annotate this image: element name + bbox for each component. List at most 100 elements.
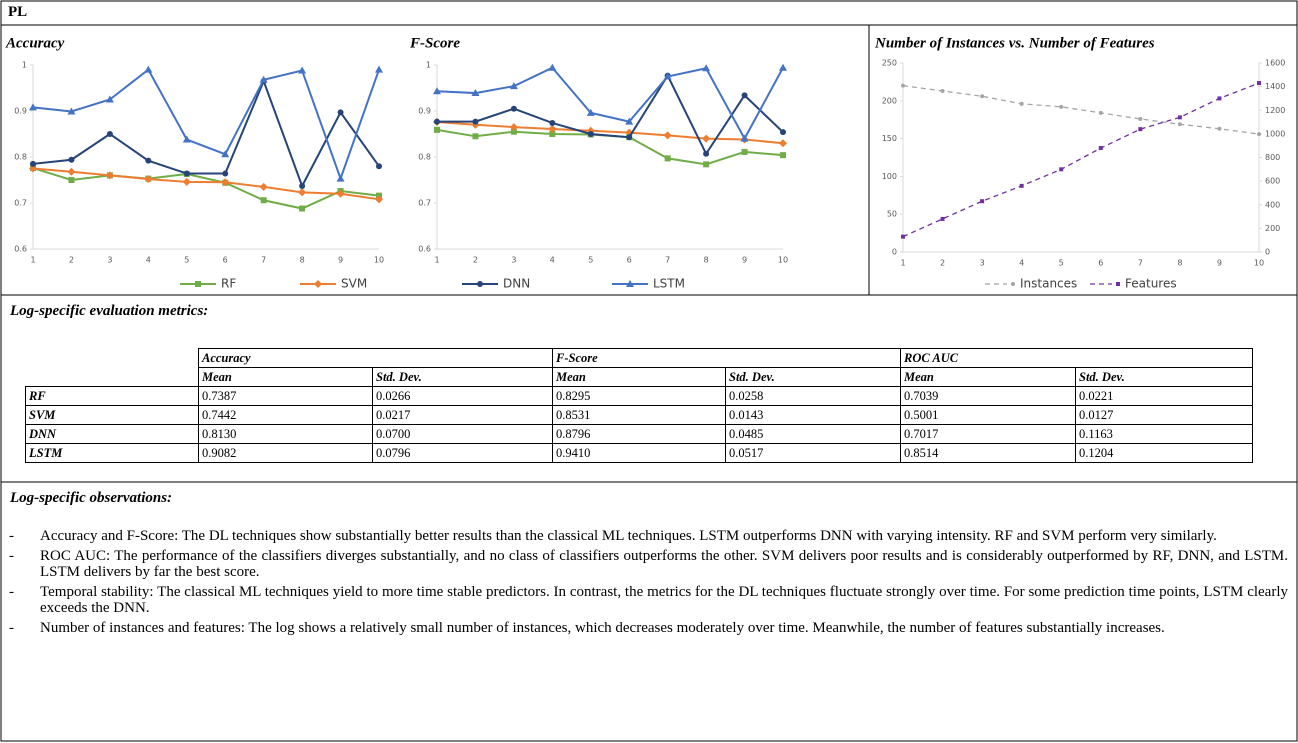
y2-tick-label: 200 <box>1265 224 1280 233</box>
marker <box>549 119 556 126</box>
y2-tick-label: 1600 <box>1265 59 1285 68</box>
row-header: LSTM <box>25 443 199 463</box>
table-cell: 0.8295 <box>552 386 726 406</box>
x-tick-label: 4 <box>146 256 151 265</box>
marker <box>298 188 307 197</box>
y-tick-label: 0.7 <box>418 199 431 208</box>
table-cell: 0.8796 <box>552 424 726 444</box>
marker <box>29 164 37 173</box>
series-line <box>32 68 380 182</box>
x-tick-label: 10 <box>778 256 788 265</box>
legend-marker <box>195 281 201 287</box>
y-tick-label: 100 <box>882 172 897 181</box>
table-row: DNN 0.8130 0.0700 0.8796 0.0485 0.7017 0.1163 <box>25 424 1253 444</box>
y-tick-label: 0.7 <box>14 199 27 208</box>
x-tick-label: 9 <box>742 256 747 265</box>
marker <box>940 88 945 93</box>
marker <box>510 128 517 135</box>
table-cell: 0.0517 <box>725 443 901 463</box>
marker <box>1177 115 1182 120</box>
marker <box>901 83 905 88</box>
y2-tick-label: 1000 <box>1265 129 1285 138</box>
column-header: Mean <box>198 367 373 387</box>
table-cell: 0.0700 <box>372 424 553 444</box>
marker <box>1217 126 1222 131</box>
marker <box>1098 110 1103 115</box>
marker <box>68 156 75 163</box>
marker <box>182 135 191 143</box>
table-cell: 0.0258 <box>725 386 901 406</box>
legend-marker <box>1116 282 1120 286</box>
marker <box>780 152 786 159</box>
marker <box>376 163 382 170</box>
chart-title: Number of Instances vs. Number of Featur… <box>874 35 1155 51</box>
section-title: Log-specific evaluation metrics: <box>10 303 209 319</box>
marker <box>741 148 748 155</box>
table-cell: 0.0143 <box>725 405 901 425</box>
marker <box>299 205 306 212</box>
y-tick-label: 200 <box>882 96 897 105</box>
marker <box>30 160 36 167</box>
table-cell: 0.8531 <box>552 405 726 425</box>
marker <box>1257 81 1261 86</box>
table-cell: 0.5001 <box>900 405 1076 425</box>
marker <box>1019 183 1024 188</box>
row-header: DNN <box>25 424 199 444</box>
marker <box>434 126 440 133</box>
table-cell: 0.7039 <box>900 386 1076 406</box>
marker <box>29 103 37 111</box>
series-line <box>436 121 784 145</box>
marker <box>145 157 152 164</box>
marker <box>1177 122 1182 127</box>
legend-marker <box>477 281 483 287</box>
table-cell: 0.9082 <box>198 443 373 463</box>
observation: Number of instances and features: The lo… <box>9 620 1288 637</box>
y-tick-label: 0 <box>892 248 897 257</box>
series-line <box>32 78 380 189</box>
empty-cell <box>26 368 199 387</box>
table-cell: 0.1204 <box>1075 443 1253 463</box>
series-line <box>902 82 1260 238</box>
legend-label: SVM <box>341 277 367 291</box>
marker <box>336 174 345 182</box>
marker <box>221 150 230 158</box>
y2-tick-label: 0 <box>1265 248 1270 257</box>
observation: Accuracy and F-Score: The DL techniques … <box>9 528 1288 545</box>
marker <box>549 131 556 137</box>
marker <box>433 87 441 95</box>
table-cell: 0.0485 <box>725 424 901 444</box>
header-row: Accuracy F-Score ROC AUC <box>26 348 1253 368</box>
marker <box>703 150 710 157</box>
metrics-table: Accuracy F-Score ROC AUC Mean Std. Dev. Mean S… <box>25 348 1253 463</box>
marker <box>703 161 710 168</box>
y2-tick-label: 1200 <box>1265 106 1285 115</box>
legend-label: DNN <box>503 277 530 291</box>
x-tick-label: 5 <box>1059 259 1064 268</box>
y-tick-label: 0.8 <box>14 153 27 162</box>
marker <box>144 175 153 184</box>
table-cell: 0.7017 <box>900 424 1076 444</box>
table-row: RF 0.7387 0.0266 0.8295 0.0258 0.7039 0.0221 <box>25 386 1253 406</box>
y2-tick-label: 800 <box>1265 153 1280 162</box>
marker <box>472 133 479 140</box>
marker <box>702 64 711 72</box>
marker <box>1138 127 1143 132</box>
marker <box>626 134 633 141</box>
marker <box>1059 167 1064 172</box>
marker <box>740 134 749 142</box>
marker <box>1257 132 1261 137</box>
marker <box>337 109 344 116</box>
table-row: LSTM 0.9082 0.0796 0.9410 0.0517 0.8514 0.1204 <box>25 443 1253 463</box>
marker <box>980 199 985 204</box>
legend-label: Features <box>1125 277 1177 291</box>
table-cell: 0.0217 <box>372 405 553 425</box>
y-tick-label: 0.8 <box>418 153 431 162</box>
marker <box>67 107 76 115</box>
series-line <box>32 167 380 201</box>
marker <box>1019 101 1024 106</box>
marker <box>375 195 383 204</box>
y-tick-label: 1 <box>426 61 431 70</box>
y-tick-label: 0.9 <box>418 107 431 116</box>
y-tick-label: 0.9 <box>14 107 27 116</box>
marker <box>1098 146 1103 151</box>
